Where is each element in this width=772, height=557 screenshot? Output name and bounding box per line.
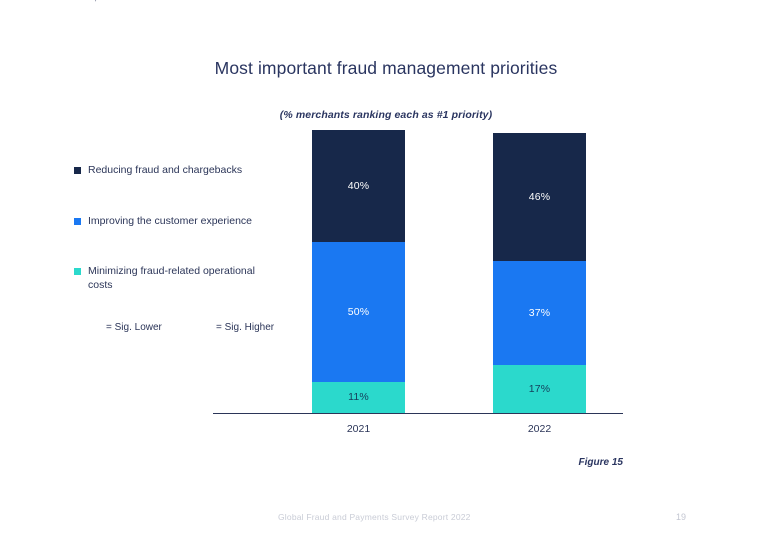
footer-page-number: 19 xyxy=(676,512,687,522)
figure-caption: Figure 15 xyxy=(578,457,623,468)
legend-item-label: Improving the customer experience xyxy=(88,215,252,227)
clipped-body-text: fraud-related costs, instead. xyxy=(18,0,132,2)
x-axis-line xyxy=(213,412,623,414)
bar-segment: 40% xyxy=(312,130,405,242)
bar-value-label: 40% xyxy=(347,179,370,192)
bar-group-2021: 40% 50% 11% xyxy=(312,130,405,413)
legend-item-operational-costs: Minimizing fraud-related operational cos… xyxy=(74,265,278,292)
legend-item-reducing-fraud: Reducing fraud and chargebacks xyxy=(74,164,242,178)
x-axis-tick-label: 2021 xyxy=(346,423,371,435)
significance-key: = Sig. Lower = Sig. Higher xyxy=(74,322,304,338)
bar-value-label: 50% xyxy=(347,305,370,318)
bar-group-2022: 46% 37% 17% xyxy=(493,132,586,413)
significance-higher: = Sig. Higher xyxy=(204,322,274,333)
chart-title: Most important fraud management prioriti… xyxy=(214,58,558,78)
legend-swatch-icon xyxy=(74,218,81,225)
significance-lower: = Sig. Lower xyxy=(94,322,162,333)
bar-segment: 11% xyxy=(312,381,405,413)
bar-segment: 17% xyxy=(493,364,586,413)
legend-swatch-icon xyxy=(74,167,81,174)
bar-segment: 46% xyxy=(493,132,586,262)
significance-lower-label: = Sig. Lower xyxy=(106,322,162,333)
bar-value-label: 37% xyxy=(528,307,551,320)
legend-swatch-icon xyxy=(74,268,81,275)
footer-report-title: Global Fraud and Payments Survey Report … xyxy=(278,512,471,522)
sig-higher-marker-icon xyxy=(204,323,212,332)
legend-item-customer-experience: Improving the customer experience xyxy=(74,215,252,229)
bar-value-label: 46% xyxy=(528,191,551,204)
chart-subtitle: (% merchants ranking each as #1 priority… xyxy=(279,109,493,121)
bar-value-label: 17% xyxy=(528,382,551,395)
bar-segment: 37% xyxy=(493,261,586,365)
bar-value-label: 11% xyxy=(348,391,369,404)
sig-lower-marker-icon xyxy=(94,323,102,332)
legend-item-label: Reducing fraud and chargebacks xyxy=(88,164,243,176)
legend-item-label: Minimizing fraud-related operational cos… xyxy=(88,265,255,291)
stacked-bar-chart-plot: 40% 50% 11% 46% 37% 17% 2021 2022 xyxy=(213,130,623,435)
bar-segment: 50% xyxy=(312,241,405,382)
significance-higher-label: = Sig. Higher xyxy=(216,322,275,333)
x-axis-tick-label: 2022 xyxy=(527,423,552,435)
